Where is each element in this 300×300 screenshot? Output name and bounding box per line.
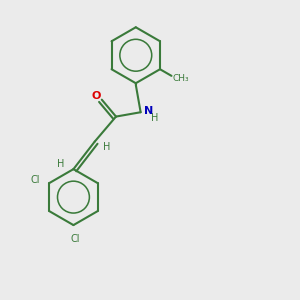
Text: O: O — [92, 91, 101, 101]
Text: CH₃: CH₃ — [173, 74, 190, 83]
Text: H: H — [103, 142, 111, 152]
Text: H: H — [151, 113, 158, 123]
Text: Cl: Cl — [30, 175, 40, 184]
Text: N: N — [144, 106, 153, 116]
Text: H: H — [57, 159, 65, 169]
Text: Cl: Cl — [70, 234, 80, 244]
